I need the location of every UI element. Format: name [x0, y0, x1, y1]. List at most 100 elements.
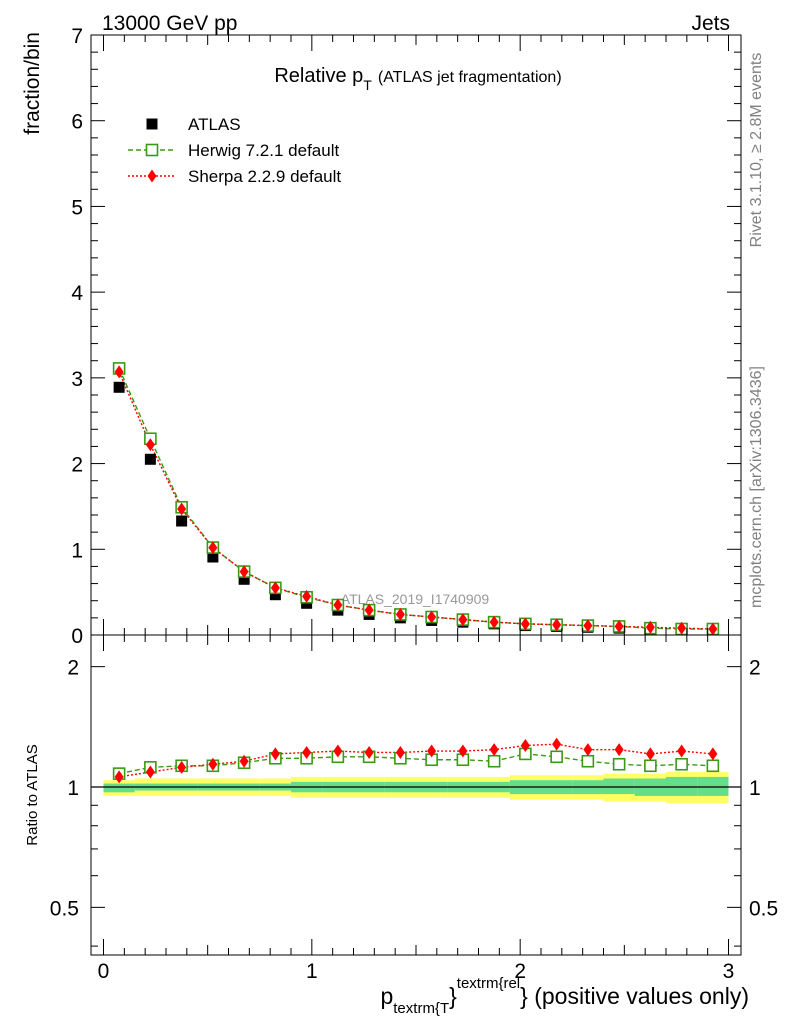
ratio-point-1: [552, 737, 562, 751]
ratio-point-1: [520, 739, 530, 753]
ratio-point-1: [583, 743, 593, 757]
main-point-2: [489, 615, 499, 629]
side-text-lower: mcplots.cern.ch [arXiv:1306.3436]: [748, 366, 765, 608]
chart-title-rest: (ATLAS jet fragmentation): [378, 69, 562, 86]
main-y-tick-label: 4: [71, 282, 83, 305]
ratio-uncertainty-bands: [103, 772, 729, 804]
main-point-2: [645, 620, 655, 634]
x-tick-label: 1: [306, 960, 318, 983]
ratio-y-tick-label-left: 2: [67, 657, 79, 680]
ratio-point-0: [581, 754, 595, 768]
axes-layer: 0 1 2 3 4 5 6 7 0 1 2 3 0.5 0.5 1 1 2 2: [50, 25, 778, 983]
x-axis-label-close: }: [449, 983, 457, 1009]
legend-label-1: Herwig 7.2.1 default: [188, 141, 339, 160]
ratio-point-1: [427, 744, 437, 758]
ratio-point-1: [645, 747, 655, 761]
header-right: Jets: [691, 12, 730, 35]
ratio-y-axis-label: Ratio to ATLAS: [24, 744, 41, 845]
ratio-point-1: [677, 744, 687, 758]
ratio-point-1: [302, 745, 312, 759]
main-point-2: [208, 541, 218, 555]
main-point-2: [395, 607, 405, 621]
ratio-y-tick-label-right: 2: [749, 657, 761, 680]
x-tick-label: 3: [723, 960, 735, 983]
ratio-point-1: [458, 744, 468, 758]
main-point-2: [427, 610, 437, 624]
ratio-point-1: [489, 743, 499, 757]
main-point-2: [177, 502, 187, 516]
ratio-point-1: [177, 760, 187, 774]
main-point-2: [708, 622, 718, 636]
ratio-point-1: [270, 747, 280, 761]
main-point-0: [176, 515, 188, 527]
main-point-2: [520, 617, 530, 631]
legend: ATLAS Herwig 7.2.1 default Sherpa 2.2.9 de…: [128, 115, 341, 186]
x-axis-label-sub: textrm{T: [393, 1000, 449, 1017]
main-point-0: [238, 573, 250, 585]
ratio-band-green: [666, 776, 698, 796]
main-y-axis-label: fraction/bin: [21, 32, 44, 135]
ratio-point-1: [114, 770, 124, 784]
chart-title-sub: T: [363, 77, 372, 93]
ratio-y-tick-label-right: 1: [749, 777, 761, 800]
ratio-series-line-1: [119, 743, 713, 778]
ratio-point-0: [550, 750, 563, 764]
x-axis-label-p: p: [380, 983, 393, 1009]
ratio-point-0: [644, 759, 657, 773]
main-point-2: [614, 619, 624, 633]
legend-marker-2: [147, 169, 157, 183]
legend-marker-0: [146, 118, 158, 130]
main-y-tick-label: 0: [71, 625, 83, 648]
main-y-tick-label: 7: [71, 25, 83, 48]
ratio-point-1: [239, 754, 249, 768]
ratio-point-1: [364, 745, 374, 759]
main-point-0: [269, 589, 281, 601]
chart-title: Relative pT (ATLAS jet fragmentation): [274, 65, 561, 93]
main-y-tick-label: 6: [71, 111, 83, 134]
legend-label-2: Sherpa 2.2.9 default: [188, 167, 341, 186]
main-point-2: [364, 603, 374, 617]
ratio-point-1: [614, 743, 624, 757]
main-point-2: [552, 618, 562, 632]
x-tick-label: 2: [514, 960, 526, 983]
main-point-2: [302, 589, 312, 603]
ratio-y-tick-label-left: 0.5: [50, 897, 79, 920]
main-y-tick-label: 3: [71, 368, 83, 391]
ratio-band-green: [697, 776, 729, 796]
x-axis-label-sup: textrm{rel: [457, 975, 520, 992]
ratio-band-green: [603, 778, 635, 795]
main-point-2: [145, 438, 155, 452]
main-point-0: [113, 381, 125, 393]
main-y-tick-label: 1: [71, 539, 83, 562]
main-point-2: [239, 565, 249, 579]
analysis-watermark: ATLAS_2019_I1740909: [341, 591, 490, 607]
main-point-2: [333, 598, 343, 612]
main-point-2: [583, 619, 593, 633]
ratio-point-1: [333, 744, 343, 758]
ratio-y-tick-label-right: 0.5: [749, 897, 778, 920]
main-y-tick-label: 2: [71, 454, 83, 477]
main-point-2: [458, 613, 468, 627]
ratio-point-0: [675, 757, 688, 771]
ratio-point-1: [395, 745, 405, 759]
ratio-point-1: [708, 747, 718, 761]
main-series-line-1: [118, 368, 713, 630]
main-point-0: [144, 453, 156, 465]
header-left: 13000 GeV pp: [102, 12, 237, 35]
main-point-2: [114, 365, 124, 379]
main-point-2: [270, 581, 280, 595]
x-axis-label: ptextrm{T}textrm{rel} (positive values o…: [380, 975, 749, 1017]
ratio-point-1: [145, 765, 155, 779]
x-tick-label: 0: [98, 960, 110, 983]
ratio-point-0: [487, 754, 501, 768]
ratio-band-green: [103, 783, 135, 793]
ratio-series-layer: [112, 737, 720, 784]
ratio-point-0: [612, 757, 626, 771]
chart-title-main: Relative p: [274, 65, 363, 87]
x-axis-label-rest: } (positive values only): [520, 983, 749, 1009]
legend-label-0: ATLAS: [188, 115, 241, 134]
ratio-point-0: [706, 759, 720, 773]
main-y-tick-label: 5: [71, 196, 83, 219]
ratio-point-1: [208, 757, 218, 771]
